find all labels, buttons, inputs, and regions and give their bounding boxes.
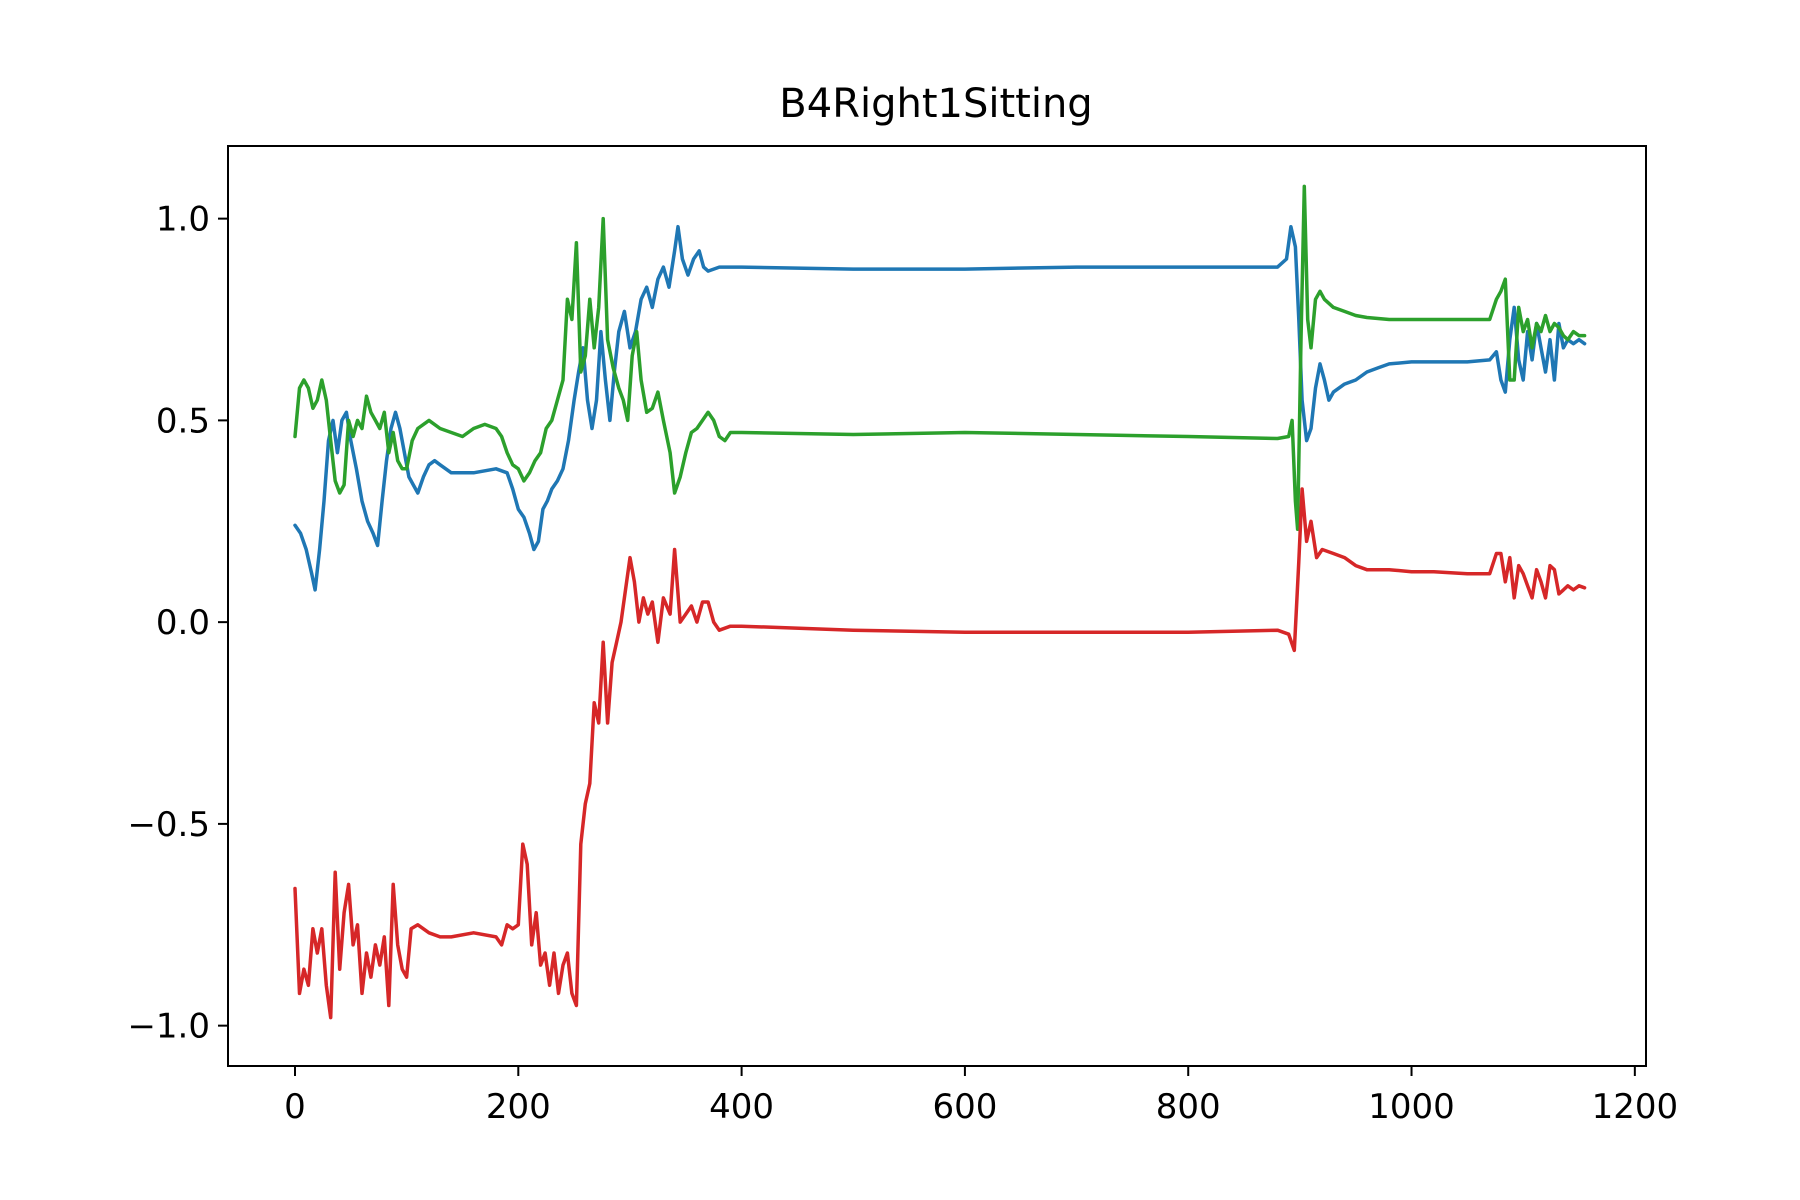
- tick-layer: 0 200 400 600 800 1000 1200 1.0 0.5 0.0 −0.5 −1.0: [127, 200, 1678, 1127]
- chart-title: B4Right1Sitting: [779, 81, 1092, 127]
- x-tick-label: 600: [932, 1087, 997, 1127]
- y-tick-label: 0.0: [156, 603, 210, 643]
- y-tick-label: −1.0: [127, 1007, 210, 1047]
- series-blue-line: [293, 224, 1587, 592]
- y-tick-label: 1.0: [156, 200, 210, 240]
- x-tick-label: 1200: [1592, 1087, 1679, 1127]
- x-tick-label: 200: [486, 1087, 551, 1127]
- series-red-line: [293, 487, 1587, 1020]
- series-layer: [293, 184, 1587, 1020]
- y-tick-label: −0.5: [127, 805, 210, 845]
- x-tick-label: 400: [709, 1087, 774, 1127]
- x-tick-label: 0: [284, 1087, 306, 1127]
- y-tick-label: 0.5: [156, 401, 210, 441]
- series-green-line: [293, 184, 1587, 532]
- x-tick-label: 1000: [1368, 1087, 1455, 1127]
- plot-frame: [227, 145, 1647, 1067]
- x-tick-label: 800: [1156, 1087, 1221, 1127]
